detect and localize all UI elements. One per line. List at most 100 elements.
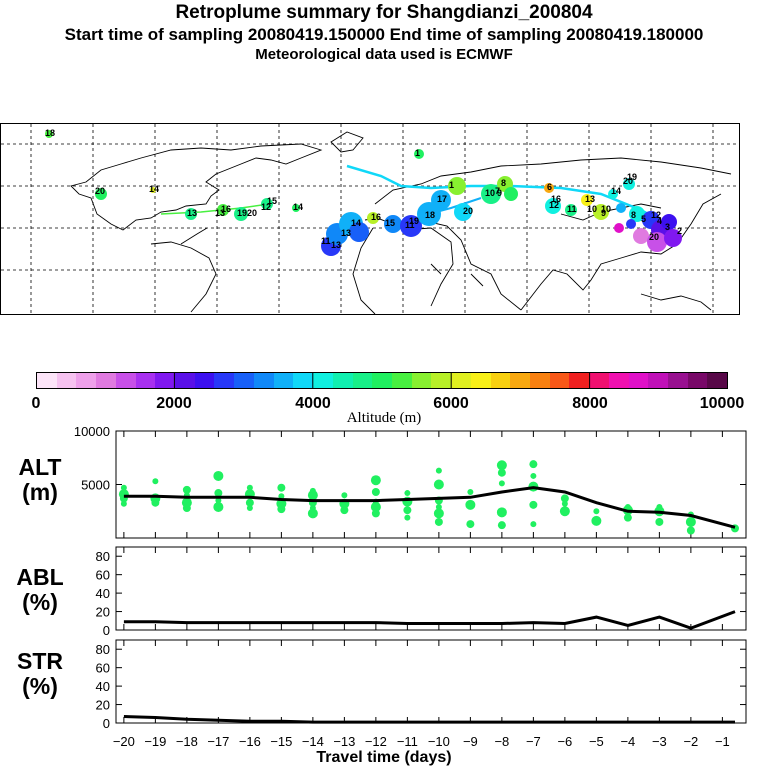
map-day-label: 18 (45, 128, 55, 138)
scatter-point (278, 493, 285, 500)
colorbar-swatch (96, 373, 116, 388)
scatter-point (341, 492, 348, 499)
y-tick-label: 0 (103, 716, 110, 731)
map-day-label: 10 (485, 188, 495, 198)
y-tick-label: 40 (96, 586, 110, 601)
map-day-label: 20 (649, 232, 659, 242)
colorbar-tick-label: 4000 (295, 395, 331, 412)
colorbar-swatch (589, 373, 609, 388)
colorbar-swatch (529, 373, 550, 388)
colorbar-swatch (135, 373, 156, 388)
map-day-label: 14 (149, 184, 159, 194)
alt-label-name: ALT (18, 454, 62, 480)
map-day-label: 8 (501, 178, 506, 188)
y-tick-label: 80 (96, 642, 110, 657)
scatter-point (466, 520, 475, 529)
x-tick-label: −8 (494, 734, 509, 749)
colorbar-swatch (687, 373, 708, 388)
scatter-point (561, 500, 568, 507)
map-day-label: 20 (95, 186, 105, 196)
abl-label-unit: (%) (22, 589, 58, 615)
colorbar-swatch (470, 373, 491, 388)
colorbar-swatch (648, 373, 668, 388)
series-line (123, 715, 735, 724)
map-day-label: 1 (449, 180, 454, 190)
scatter-point (530, 472, 537, 479)
colorbar-swatch (332, 373, 353, 388)
scatter-point (655, 517, 664, 526)
series-line (123, 486, 736, 529)
map-day-label: 15 (385, 218, 395, 228)
map-day-label: 9 (497, 188, 502, 198)
map-day-label: 13 (331, 240, 341, 250)
y-tick-label: 80 (96, 549, 110, 564)
y-tick-label: 60 (96, 568, 110, 583)
graticule (1, 124, 739, 314)
map-day-label: 16 (551, 194, 561, 204)
panel-frame (115, 639, 747, 724)
scatter-point (593, 508, 600, 515)
x-tick-label: −10 (428, 734, 450, 749)
scatter-point (686, 526, 695, 535)
colorbar-swatch (253, 373, 274, 388)
scatter-point (213, 470, 224, 481)
sampling-period: Start time of sampling 20080419.150000 E… (64, 25, 704, 44)
colorbar-swatch (391, 373, 412, 388)
colorbar-swatch (707, 373, 728, 388)
y-tick-label: 20 (96, 698, 110, 713)
scatter-point (309, 487, 316, 494)
scatter-point (560, 494, 569, 503)
colorbar-swatch (155, 373, 176, 388)
scatter-point (559, 506, 570, 517)
scatter-point (370, 475, 381, 486)
str-panel-label: STR (%) (0, 649, 80, 699)
y-tick-label: 0 (103, 623, 110, 638)
scatter-point (246, 505, 253, 512)
map-day-label: 11 (321, 236, 331, 246)
scatter-point (404, 514, 411, 521)
x-tick-label: −20 (113, 734, 135, 749)
map-day-label: 10 (601, 204, 611, 214)
x-tick-label: −7 (526, 734, 541, 749)
x-tick-label: −4 (620, 734, 635, 749)
colorbar-swatch (372, 373, 392, 388)
colorbar-swatch (234, 373, 254, 388)
scatter-point (433, 508, 444, 519)
scatter-point (215, 497, 222, 504)
scatter-point (435, 467, 442, 474)
colorbar-swatch (431, 373, 452, 388)
x-tick-label: −12 (365, 734, 387, 749)
map-day-label: 13 (215, 208, 225, 218)
colorbar-swatch (352, 373, 373, 388)
colorbar-swatch (668, 373, 688, 388)
map-day-label: 8 (631, 210, 636, 220)
y-tick-label: 5000 (81, 478, 110, 493)
panel-frame (115, 430, 747, 539)
y-tick-label: 10000 (74, 424, 110, 439)
colorbar-swatch (490, 373, 511, 388)
colorbar-swatch (194, 373, 215, 388)
map-day-label: 18 (425, 210, 435, 220)
scatter-point (529, 460, 538, 469)
x-tick-label: −13 (333, 734, 355, 749)
retroplume-map: 18 20 14 13 13 16 1920 12 15 14 11 13 13 14 15 16 11 19 18… (0, 123, 740, 315)
scatter-point (465, 499, 476, 510)
scatter-point (498, 480, 505, 487)
scatter-point (685, 516, 696, 527)
scatter-point (120, 500, 127, 507)
scatter-point (497, 521, 506, 530)
scatter-point (214, 489, 223, 498)
colorbar-dividers (173, 372, 591, 389)
scatter-point (370, 501, 381, 512)
x-tick-label: −11 (397, 734, 418, 749)
map-day-label: 13 (585, 194, 595, 204)
scatter-point (120, 484, 127, 491)
colorbar-tick-label: 0 (31, 395, 41, 412)
colorbar-swatch (76, 373, 97, 388)
map-day-label: 15 (267, 196, 277, 206)
scatter-point (467, 488, 474, 495)
colorbar-swatch (115, 373, 136, 388)
